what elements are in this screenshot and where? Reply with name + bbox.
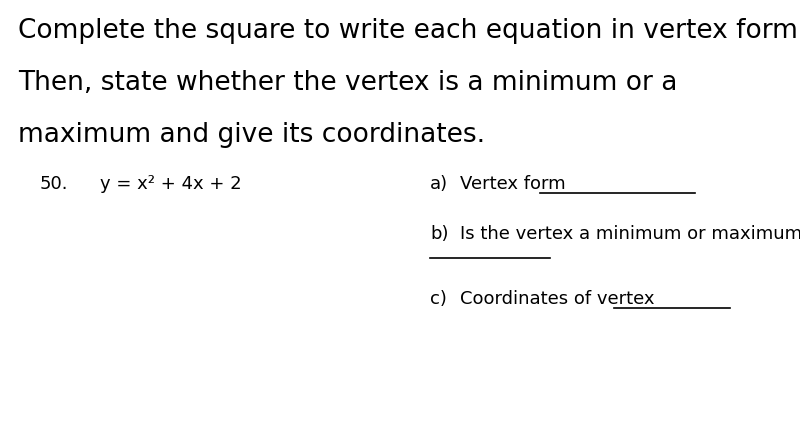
Text: Then, state whether the vertex is a minimum or a: Then, state whether the vertex is a mini… <box>18 70 678 96</box>
Text: c): c) <box>430 290 447 308</box>
Text: a): a) <box>430 175 448 193</box>
Text: maximum and give its coordinates.: maximum and give its coordinates. <box>18 122 485 148</box>
Text: Coordinates of vertex: Coordinates of vertex <box>460 290 660 308</box>
Text: Complete the square to write each equation in vertex form.: Complete the square to write each equati… <box>18 18 800 44</box>
Text: b): b) <box>430 225 449 243</box>
Text: 50.: 50. <box>40 175 69 193</box>
Text: Is the vertex a minimum or maximum?: Is the vertex a minimum or maximum? <box>460 225 800 243</box>
Text: Vertex form: Vertex form <box>460 175 571 193</box>
Text: y = x² + 4x + 2: y = x² + 4x + 2 <box>100 175 242 193</box>
